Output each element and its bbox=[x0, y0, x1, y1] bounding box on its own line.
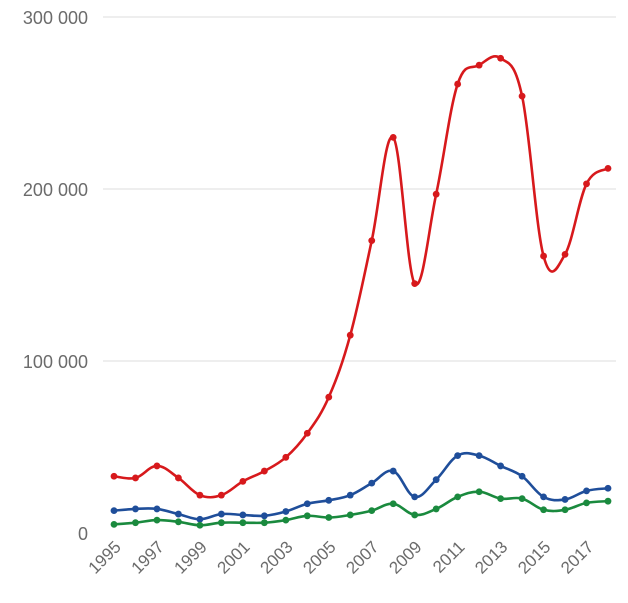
data-point bbox=[518, 495, 526, 502]
data-point bbox=[475, 488, 483, 496]
data-point bbox=[175, 474, 182, 482]
data-point bbox=[110, 472, 118, 480]
data-point bbox=[540, 252, 547, 260]
data-point bbox=[518, 92, 526, 100]
grid-layer bbox=[103, 16, 616, 362]
data-point bbox=[497, 54, 505, 62]
data-point bbox=[368, 507, 376, 515]
data-point bbox=[239, 519, 247, 527]
data-point bbox=[583, 487, 590, 495]
data-point bbox=[175, 510, 182, 518]
series-1 bbox=[110, 54, 612, 499]
data-point bbox=[497, 462, 505, 470]
x-tick-label: 2015 bbox=[514, 537, 554, 577]
data-point bbox=[389, 467, 397, 475]
data-point bbox=[518, 472, 526, 480]
data-point bbox=[260, 512, 268, 520]
data-point bbox=[432, 190, 440, 198]
data-point bbox=[110, 521, 118, 528]
data-point bbox=[282, 453, 290, 461]
data-point bbox=[282, 516, 290, 524]
data-point bbox=[540, 506, 547, 514]
x-tick-label: 1997 bbox=[128, 537, 168, 577]
data-point bbox=[346, 491, 354, 499]
y-tick-label: 0 bbox=[78, 524, 88, 544]
y-axis-tick-labels: 0 100 000 200 000 300 000 bbox=[23, 8, 88, 544]
data-point bbox=[583, 499, 590, 507]
data-point bbox=[346, 331, 354, 339]
data-point bbox=[153, 462, 161, 470]
data-point bbox=[196, 515, 204, 523]
data-point bbox=[432, 476, 440, 484]
data-point bbox=[153, 516, 161, 524]
data-point bbox=[368, 479, 376, 487]
data-point bbox=[454, 452, 462, 459]
data-point bbox=[368, 237, 376, 245]
data-point bbox=[604, 497, 612, 505]
data-point bbox=[604, 484, 612, 492]
x-tick-label: 2003 bbox=[256, 537, 296, 577]
x-tick-label: 2005 bbox=[299, 537, 339, 577]
x-tick-label: 2013 bbox=[471, 537, 511, 577]
data-point bbox=[153, 505, 161, 513]
x-tick-label: 1999 bbox=[171, 537, 211, 577]
data-point bbox=[411, 511, 419, 519]
data-point bbox=[454, 493, 462, 501]
data-point bbox=[561, 496, 569, 503]
data-point bbox=[196, 491, 204, 499]
data-point bbox=[561, 506, 569, 514]
data-point bbox=[432, 505, 440, 513]
data-point bbox=[132, 519, 139, 527]
data-point bbox=[217, 519, 225, 527]
data-point bbox=[561, 250, 569, 258]
data-point bbox=[217, 510, 225, 518]
series-layer bbox=[110, 54, 612, 529]
y-tick-label: 100 000 bbox=[23, 352, 88, 372]
data-point bbox=[217, 491, 225, 499]
data-point bbox=[325, 393, 333, 401]
data-point bbox=[132, 505, 139, 513]
data-point bbox=[175, 518, 182, 526]
data-point bbox=[303, 429, 311, 437]
x-tick-label: 2011 bbox=[429, 537, 468, 576]
data-point bbox=[604, 164, 612, 172]
x-axis-tick-labels: 1995 1997 1999 2001 2003 2005 2007 2009 2011 2013… bbox=[85, 537, 598, 577]
y-tick-label: 300 000 bbox=[23, 8, 88, 28]
data-point bbox=[475, 452, 483, 459]
data-point bbox=[325, 514, 333, 521]
data-point bbox=[239, 478, 247, 485]
data-point bbox=[497, 495, 505, 502]
data-point bbox=[260, 467, 268, 475]
series-line bbox=[112, 55, 610, 499]
data-point bbox=[454, 80, 462, 88]
data-point bbox=[475, 61, 483, 69]
data-point bbox=[346, 511, 354, 519]
data-point bbox=[303, 500, 311, 508]
x-tick-label: 2001 bbox=[214, 537, 254, 577]
series-line bbox=[112, 490, 610, 527]
data-point bbox=[196, 521, 204, 529]
data-point bbox=[540, 493, 547, 501]
data-point bbox=[411, 280, 419, 287]
series-2 bbox=[110, 451, 612, 523]
data-point bbox=[239, 511, 247, 519]
x-tick-label: 1995 bbox=[85, 537, 125, 577]
x-tick-label: 2007 bbox=[342, 537, 382, 577]
y-tick-label: 200 000 bbox=[23, 180, 88, 200]
data-point bbox=[389, 134, 397, 141]
data-point bbox=[303, 512, 311, 520]
x-tick-label: 2017 bbox=[557, 537, 597, 577]
data-point bbox=[132, 474, 139, 482]
data-point bbox=[282, 508, 290, 515]
data-point bbox=[389, 500, 397, 508]
data-point bbox=[110, 507, 118, 515]
data-point bbox=[260, 519, 268, 527]
x-tick-label: 2009 bbox=[385, 537, 425, 577]
series-3 bbox=[110, 488, 612, 529]
data-point bbox=[411, 493, 419, 501]
data-point bbox=[325, 496, 333, 504]
data-point bbox=[583, 180, 590, 188]
